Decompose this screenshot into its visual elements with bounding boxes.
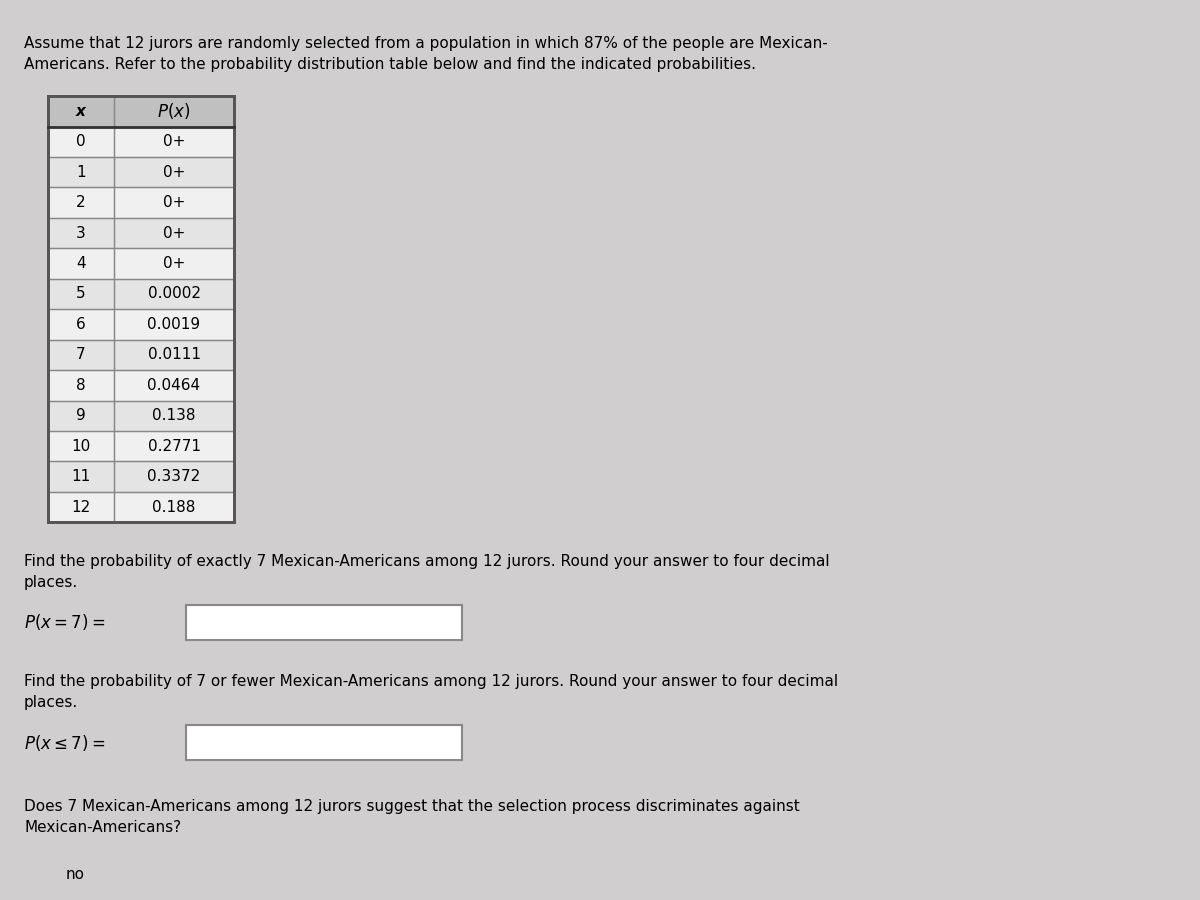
Bar bbox=[48, 400, 234, 431]
Bar bbox=[48, 157, 234, 187]
Bar bbox=[48, 96, 234, 522]
Text: x: x bbox=[76, 104, 86, 119]
Text: 0: 0 bbox=[76, 134, 86, 149]
Bar bbox=[48, 96, 234, 127]
Text: 0.0002: 0.0002 bbox=[148, 286, 200, 302]
Text: 0.0019: 0.0019 bbox=[148, 317, 200, 332]
Text: 8: 8 bbox=[76, 378, 86, 392]
Bar bbox=[48, 218, 234, 248]
Text: 1: 1 bbox=[76, 165, 86, 180]
Text: 0+: 0+ bbox=[163, 226, 185, 240]
Text: $P(x \leq 7) =$: $P(x \leq 7) =$ bbox=[24, 733, 106, 752]
Text: 3: 3 bbox=[76, 226, 86, 240]
Text: Does 7 Mexican-Americans among 12 jurors suggest that the selection process disc: Does 7 Mexican-Americans among 12 jurors… bbox=[24, 798, 799, 834]
Bar bbox=[48, 431, 234, 462]
Text: 0+: 0+ bbox=[163, 256, 185, 271]
Bar bbox=[48, 370, 234, 400]
Text: 2: 2 bbox=[76, 195, 86, 211]
Text: $P(x = 7) =$: $P(x = 7) =$ bbox=[24, 612, 106, 633]
Text: 0.188: 0.188 bbox=[152, 500, 196, 515]
FancyBboxPatch shape bbox=[186, 724, 462, 760]
Text: 0+: 0+ bbox=[163, 134, 185, 149]
Text: Find the probability of exactly 7 Mexican-Americans among 12 jurors. Round your : Find the probability of exactly 7 Mexica… bbox=[24, 554, 829, 590]
Text: 5: 5 bbox=[76, 286, 86, 302]
Text: 12: 12 bbox=[71, 500, 91, 515]
Bar bbox=[48, 96, 234, 522]
Text: 11: 11 bbox=[71, 469, 91, 484]
Text: $P(x)$: $P(x)$ bbox=[157, 102, 191, 122]
Text: 6: 6 bbox=[76, 317, 86, 332]
Bar bbox=[48, 310, 234, 339]
Text: 4: 4 bbox=[76, 256, 86, 271]
Bar bbox=[48, 279, 234, 310]
Text: 0.0464: 0.0464 bbox=[148, 378, 200, 392]
Bar bbox=[48, 462, 234, 491]
Text: 9: 9 bbox=[76, 409, 86, 423]
Text: 0.2771: 0.2771 bbox=[148, 438, 200, 454]
Text: 7: 7 bbox=[76, 347, 86, 363]
Text: Assume that 12 jurors are randomly selected from a population in which 87% of th: Assume that 12 jurors are randomly selec… bbox=[24, 36, 828, 72]
Text: 0+: 0+ bbox=[163, 165, 185, 180]
Text: 10: 10 bbox=[71, 438, 91, 454]
Text: 0.3372: 0.3372 bbox=[148, 469, 200, 484]
Bar bbox=[48, 491, 234, 522]
Bar bbox=[48, 187, 234, 218]
Text: Find the probability of 7 or fewer Mexican-Americans among 12 jurors. Round your: Find the probability of 7 or fewer Mexic… bbox=[24, 674, 838, 710]
Bar bbox=[48, 248, 234, 279]
FancyBboxPatch shape bbox=[186, 605, 462, 640]
Text: 0+: 0+ bbox=[163, 195, 185, 211]
Text: no: no bbox=[66, 868, 85, 882]
Text: 0.0111: 0.0111 bbox=[148, 347, 200, 363]
Bar bbox=[48, 127, 234, 157]
Bar bbox=[48, 339, 234, 370]
Text: 0.138: 0.138 bbox=[152, 409, 196, 423]
